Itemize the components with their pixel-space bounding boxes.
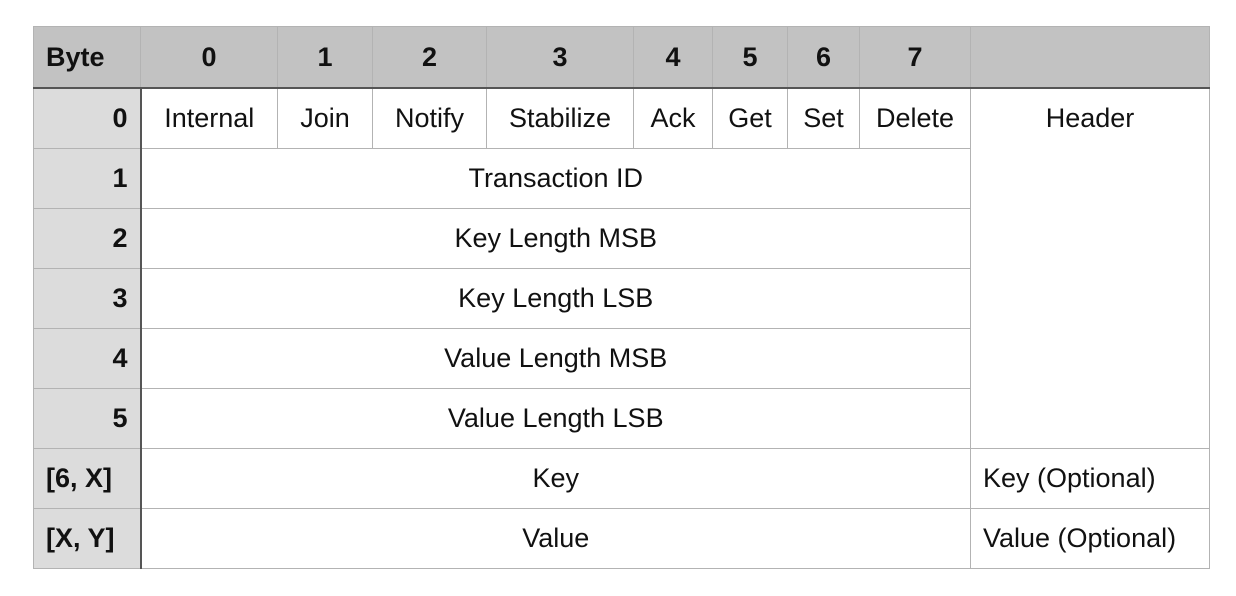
- packet-format-table: Byte 0 1 2 3 4 5 6 7 0 Internal Join Not…: [33, 26, 1210, 569]
- bit-header-row: Byte 0 1 2 3 4 5 6 7: [33, 26, 1210, 89]
- section-value-label: Value (Optional): [970, 508, 1210, 569]
- field-value: Value: [140, 508, 971, 569]
- row-label-byte-1: 1: [33, 148, 142, 209]
- flag-set: Set: [787, 87, 860, 149]
- table-row-value: [X, Y] Value Value (Optional): [33, 508, 1210, 569]
- section-key-label: Key (Optional): [970, 448, 1210, 509]
- bit-header-7: 7: [859, 26, 971, 89]
- row-label-value-range: [X, Y]: [33, 508, 142, 569]
- table-row-byte-4: 4 Value Length MSB: [33, 328, 1210, 389]
- table-row-byte-3: 3 Key Length LSB: [33, 268, 1210, 329]
- row-label-byte-0: 0: [33, 87, 142, 149]
- bit-header-6: 6: [787, 26, 860, 89]
- bit-header-5: 5: [712, 26, 788, 89]
- field-transaction-id: Transaction ID: [140, 148, 971, 209]
- bit-header-0: 0: [140, 26, 278, 89]
- field-key-length-msb: Key Length MSB: [140, 208, 971, 269]
- table-row-byte-2: 2 Key Length MSB: [33, 208, 1210, 269]
- flag-join: Join: [277, 87, 373, 149]
- table-row-byte-0: 0 Internal Join Notify Stabilize Ack Get…: [33, 87, 1210, 449]
- flag-ack: Ack: [633, 87, 713, 149]
- flag-internal: Internal: [140, 87, 278, 149]
- flag-delete: Delete: [859, 87, 971, 149]
- section-header-label: Header: [970, 87, 1210, 449]
- bit-header-4: 4: [633, 26, 713, 89]
- flag-stabilize: Stabilize: [486, 87, 634, 149]
- flag-get: Get: [712, 87, 788, 149]
- field-value-length-msb: Value Length MSB: [140, 328, 971, 389]
- row-label-byte-4: 4: [33, 328, 142, 389]
- bit-header-2: 2: [372, 26, 487, 89]
- field-key-length-lsb: Key Length LSB: [140, 268, 971, 329]
- row-label-byte-3: 3: [33, 268, 142, 329]
- row-label-byte-5: 5: [33, 388, 142, 449]
- row-label-key-range: [6, X]: [33, 448, 142, 509]
- bit-header-1: 1: [277, 26, 373, 89]
- row-label-byte-2: 2: [33, 208, 142, 269]
- field-value-length-lsb: Value Length LSB: [140, 388, 971, 449]
- flag-notify: Notify: [372, 87, 487, 149]
- bit-header-3: 3: [486, 26, 634, 89]
- byte-column-header: Byte: [33, 26, 141, 89]
- field-key: Key: [140, 448, 971, 509]
- section-column-header: [970, 26, 1210, 89]
- table-row-key: [6, X] Key Key (Optional): [33, 448, 1210, 509]
- table-row-byte-5: 5 Value Length LSB: [33, 388, 1210, 449]
- table-row-byte-1: 1 Transaction ID: [33, 148, 1210, 209]
